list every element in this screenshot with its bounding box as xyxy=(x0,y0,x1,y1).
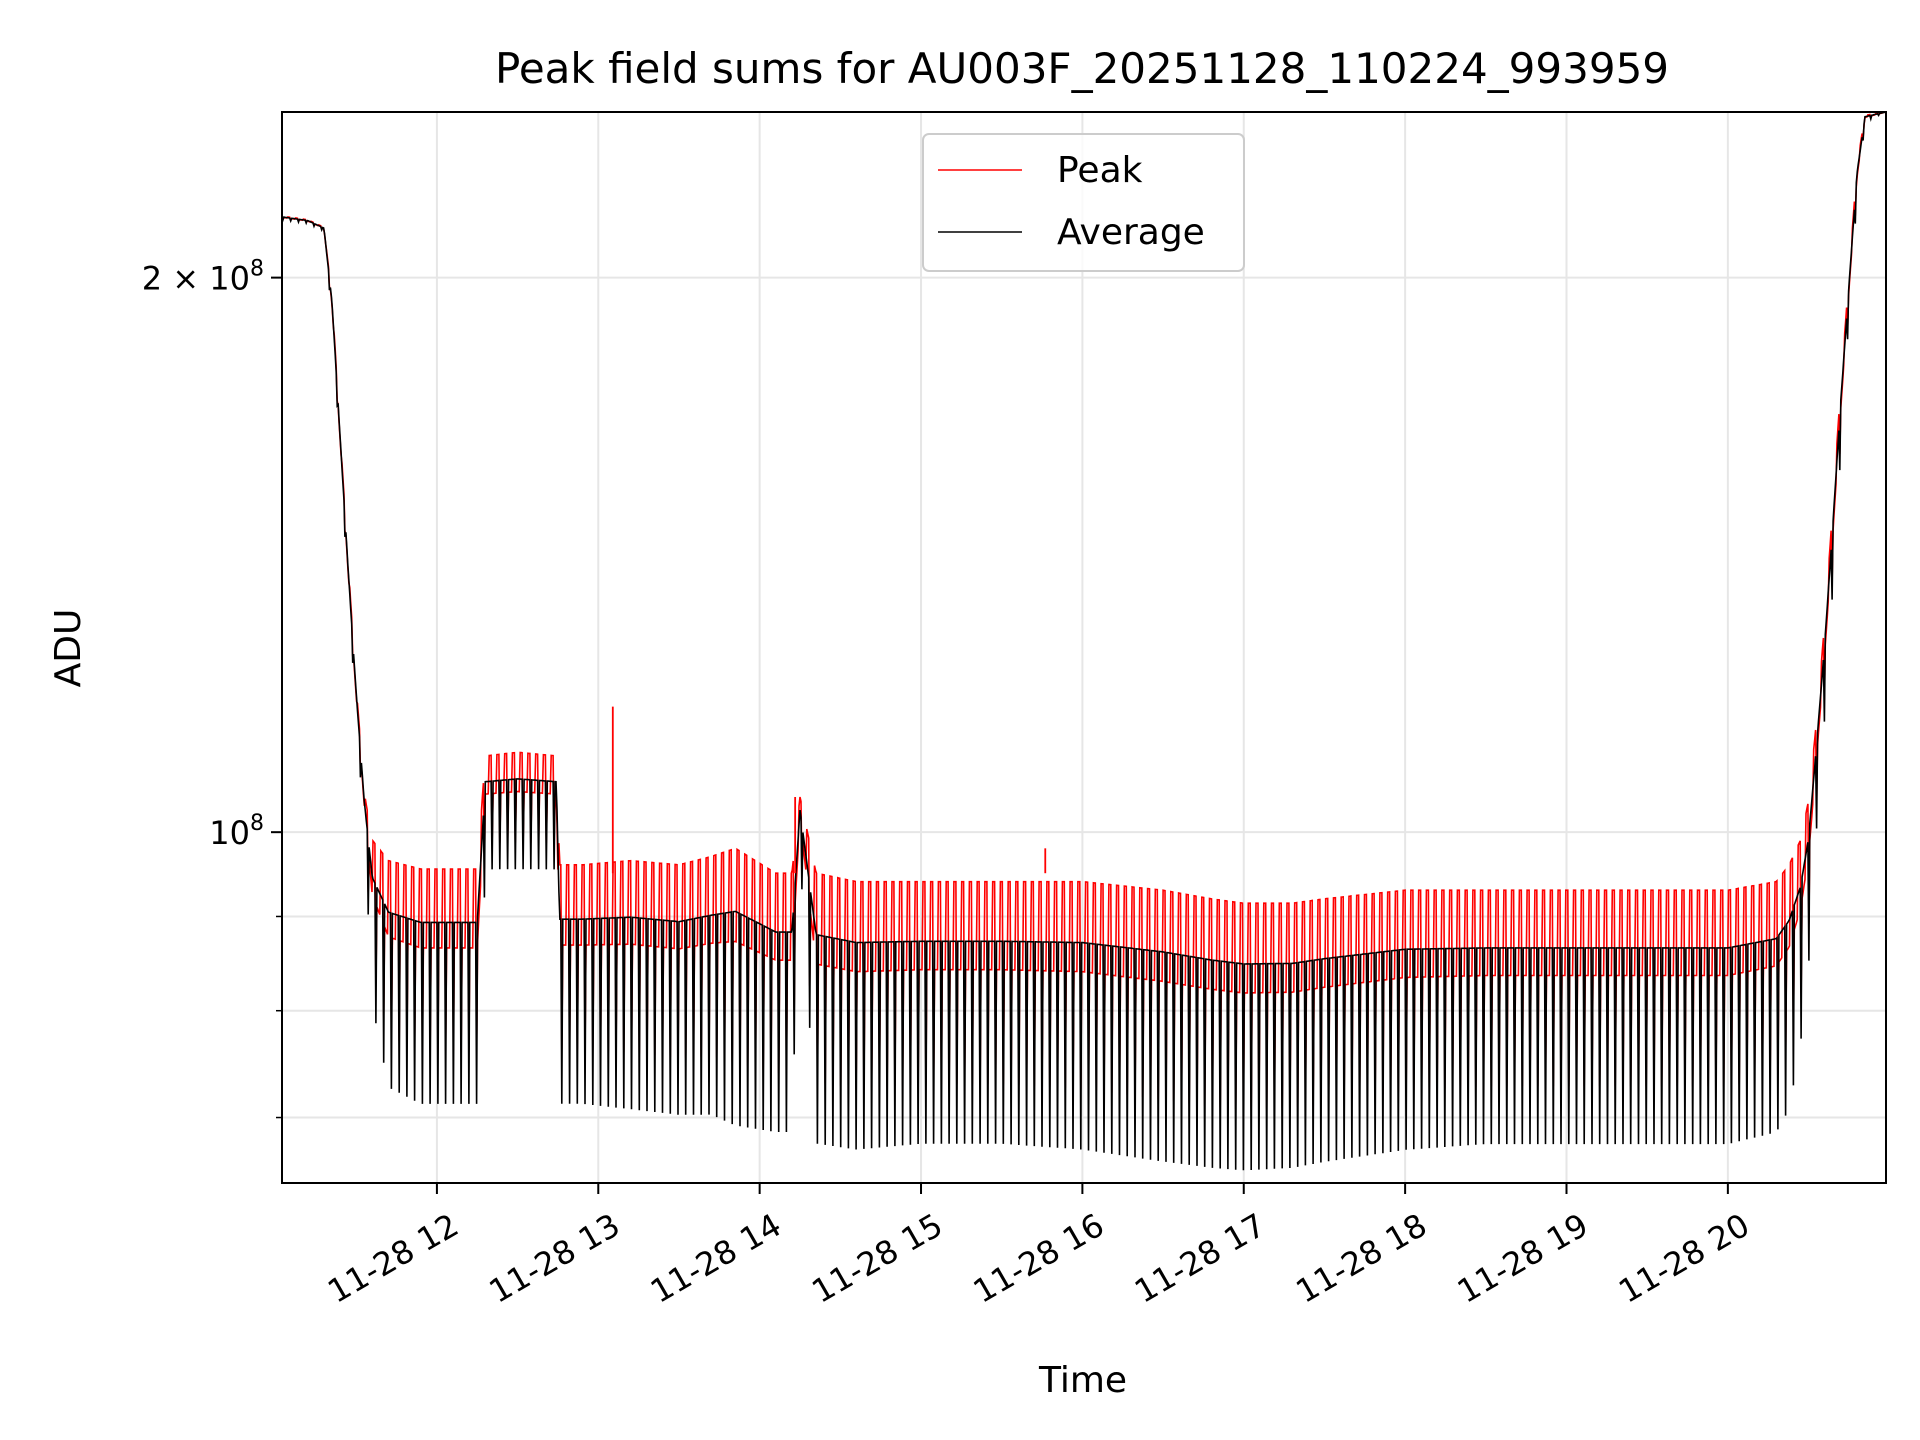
series-line-average xyxy=(282,112,1886,1171)
y-axis-label: ADU xyxy=(48,609,89,688)
y-tick-label: 2 × 108 xyxy=(142,257,264,298)
x-axis-label: Time xyxy=(1038,1360,1127,1401)
y-tick-label: 108 xyxy=(209,811,264,852)
legend-label-peak: Peak xyxy=(1057,150,1143,191)
legend-box xyxy=(922,133,1245,272)
series-layer xyxy=(282,112,1886,1171)
legend-label-average: Average xyxy=(1057,212,1205,253)
plot-area xyxy=(282,112,1886,1183)
plot-frame xyxy=(281,111,1887,1184)
legend: Peak Average xyxy=(922,133,1245,272)
chart-title: Peak field sums for AU003F_20251128_1102… xyxy=(495,44,1669,93)
series-line-peak xyxy=(282,112,1886,1110)
